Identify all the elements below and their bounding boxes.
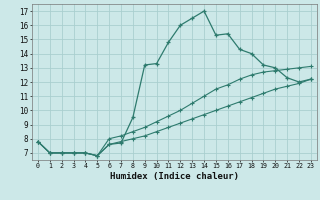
X-axis label: Humidex (Indice chaleur): Humidex (Indice chaleur) <box>110 172 239 181</box>
